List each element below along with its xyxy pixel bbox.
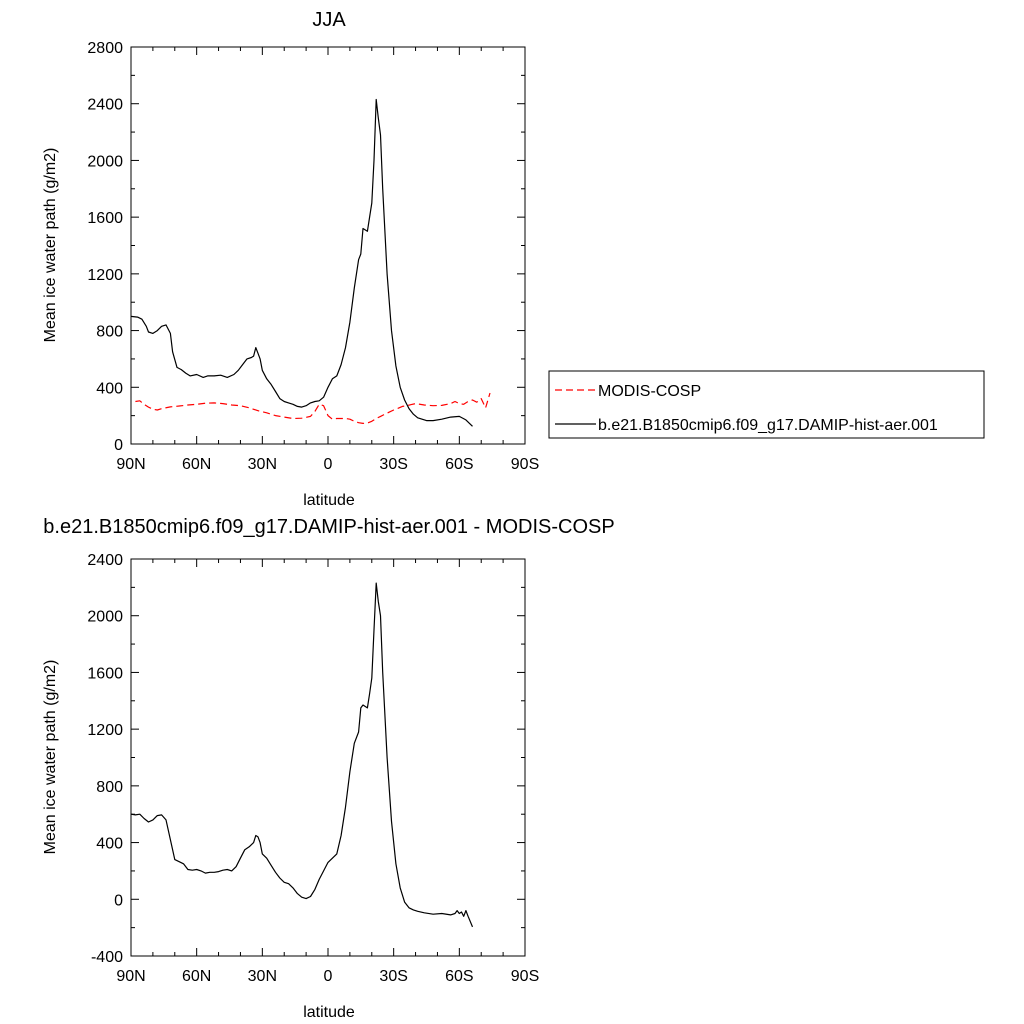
x-tick-label: 30S [379, 968, 407, 985]
x-tick-label: 60S [445, 968, 473, 985]
bottom-y-axis-title: Mean ice water path (g/m2) [42, 660, 59, 855]
series-line-1 [130, 98, 473, 427]
x-tick-label: 90N [116, 968, 145, 985]
top-plot-frame [130, 46, 526, 445]
y-tick-label: 0 [114, 892, 123, 909]
top-panel: JJA 90N 60N 30N 0 30S 60S 90S 0 400 800 1200 1600 20… [42, 9, 539, 509]
y-tick-label: 2800 [87, 40, 123, 57]
legend-label-modis: MODIS-COSP [598, 383, 701, 400]
x-tick-label: 90S [511, 456, 539, 473]
y-tick-label: 2000 [87, 153, 123, 170]
legend-label-model: b.e21.B1850cmip6.f09_g17.DAMIP-hist-aer.… [598, 417, 938, 434]
x-tick-label: 0 [324, 968, 333, 985]
top-x-axis-title: latitude [303, 492, 355, 509]
y-tick-label: 0 [114, 437, 123, 454]
legend-box [548, 370, 985, 439]
bottom-panel: b.e21.B1850cmip6.f09_g17.DAMIP-hist-aer.… [42, 516, 615, 1021]
x-tick-label: 30N [248, 456, 277, 473]
bottom-plot-frame [130, 558, 526, 957]
legend: MODIS-COSP b.e21.B1850cmip6.f09_g17.DAMI… [548, 370, 985, 439]
x-tick-label: 90N [116, 456, 145, 473]
top-data-lines [130, 98, 491, 427]
y-tick-label: 400 [96, 380, 123, 397]
top-chart-title: JJA [312, 9, 346, 31]
x-tick-label: 30S [379, 456, 407, 473]
y-tick-label: 1600 [87, 210, 123, 227]
x-tick-label: 60N [182, 968, 211, 985]
bottom-ticks: 90N 60N 30N 0 30S 60S 90S -400 0 400 800 1200 1600 20… [87, 552, 539, 985]
y-tick-label: 800 [96, 779, 123, 796]
top-ticks: 90N 60N 30N 0 30S 60S 90S 0 400 800 1200 1600 2000 24… [87, 40, 539, 473]
bottom-x-axis-title: latitude [303, 1004, 355, 1021]
y-tick-label: 1200 [87, 722, 123, 739]
x-tick-label: 0 [324, 456, 333, 473]
y-tick-label: 1200 [87, 267, 123, 284]
series-line-0 [130, 582, 474, 928]
y-tick-label: 2400 [87, 552, 123, 569]
y-tick-label: 400 [96, 836, 123, 853]
x-tick-label: 90S [511, 968, 539, 985]
bottom-chart-title: b.e21.B1850cmip6.f09_g17.DAMIP-hist-aer.… [43, 516, 614, 538]
top-y-axis-title: Mean ice water path (g/m2) [42, 148, 59, 343]
y-tick-label: -400 [91, 949, 123, 966]
y-tick-label: 2000 [87, 609, 123, 626]
x-tick-label: 30N [248, 968, 277, 985]
y-tick-label: 2400 [87, 97, 123, 114]
bottom-data-lines [130, 582, 474, 928]
y-tick-label: 800 [96, 324, 123, 341]
x-tick-label: 60N [182, 456, 211, 473]
series-line-0 [135, 392, 491, 424]
y-tick-label: 1600 [87, 665, 123, 682]
x-tick-label: 60S [445, 456, 473, 473]
